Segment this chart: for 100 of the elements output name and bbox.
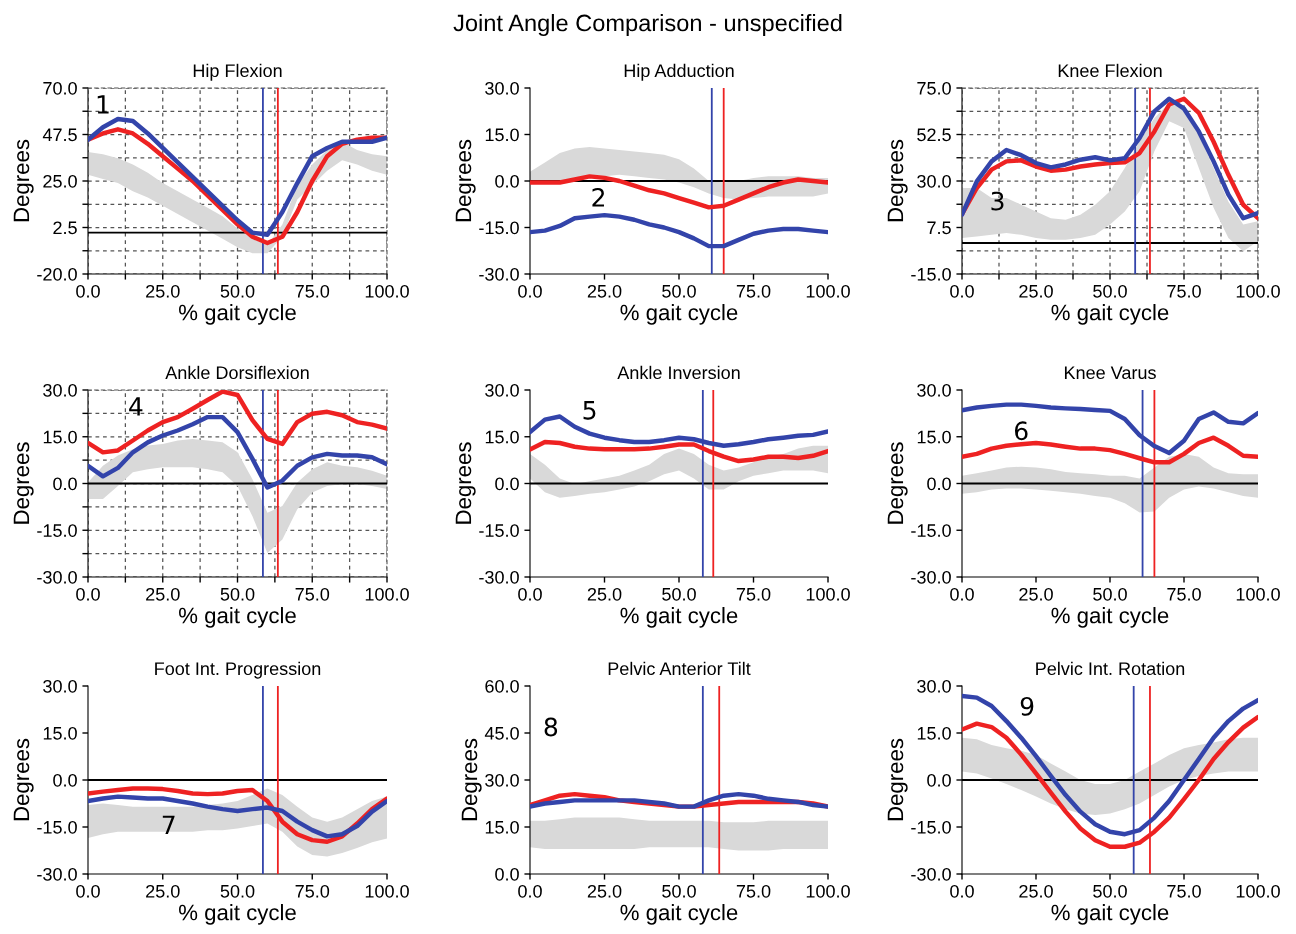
y-tick-label: 70.0 xyxy=(43,81,77,95)
x-axis-title: % gait cycle xyxy=(620,304,738,325)
x-tick-label: 25.0 xyxy=(146,884,180,898)
x-tick-label: 25.0 xyxy=(146,284,180,298)
x-tick-label: 75.0 xyxy=(736,587,771,601)
y-tick-label: -30.0 xyxy=(911,570,951,584)
annotation: 9 xyxy=(1020,696,1034,716)
x-tick-label: 25.0 xyxy=(587,587,622,601)
x-tick-label: 50.0 xyxy=(662,884,696,898)
y-tick-label: 75.0 xyxy=(917,81,951,95)
x-tick-label: 100.0 xyxy=(806,884,850,898)
x-tick-label: 0.0 xyxy=(518,284,542,298)
y-tick-label: -15.0 xyxy=(911,820,951,834)
y-tick-label: 7.5 xyxy=(927,221,951,235)
x-axis-title: % gait cycle xyxy=(1051,304,1169,325)
x-tick-label: 0.0 xyxy=(950,587,974,601)
x-tick-label: 75.0 xyxy=(295,884,330,898)
y-tick-label: 15.0 xyxy=(485,128,519,142)
annotation: 8 xyxy=(544,717,558,737)
x-axis-title: % gait cycle xyxy=(179,607,296,628)
annotation: 7 xyxy=(162,815,175,834)
y-axis-title: Degrees xyxy=(13,442,34,524)
y-tick-label: -30.0 xyxy=(479,570,519,584)
y-tick-label: 30.0 xyxy=(917,174,951,188)
annotation: 2 xyxy=(592,187,604,207)
x-tick-label: 50.0 xyxy=(662,587,696,601)
y-tick-label: 15.0 xyxy=(917,726,951,740)
x-tick-label: 0.0 xyxy=(950,284,974,298)
y-axis-title: Degrees xyxy=(455,139,476,222)
x-axis-title: % gait cycle xyxy=(620,607,738,628)
x-tick-label: 100.0 xyxy=(365,884,409,898)
y-tick-label: -30.0 xyxy=(911,867,951,881)
x-tick-label: 25.0 xyxy=(587,884,622,898)
x-tick-label: 0.0 xyxy=(76,884,100,898)
x-tick-label: 75.0 xyxy=(1167,587,1201,601)
text: Joint Angle Comparison - unspecified xyxy=(453,14,842,37)
x-tick-label: 50.0 xyxy=(1093,587,1127,601)
annotation: 5 xyxy=(583,401,596,420)
y-tick-label: -30.0 xyxy=(37,867,77,881)
y-axis-title: Degrees xyxy=(887,442,908,524)
y-tick-label: -15.0 xyxy=(911,267,951,281)
x-tick-label: 0.0 xyxy=(950,884,974,898)
x-tick-label: 75.0 xyxy=(295,587,330,601)
x-axis-title: % gait cycle xyxy=(1051,904,1169,925)
y-tick-label: -15.0 xyxy=(479,221,519,235)
x-tick-label: 100.0 xyxy=(365,284,409,298)
x-tick-label: 0.0 xyxy=(518,587,542,601)
y-axis-title: Degrees xyxy=(887,738,908,821)
chart-title: Knee Varus xyxy=(1064,366,1156,380)
y-tick-label: 60.0 xyxy=(485,679,519,693)
annotation: 6 xyxy=(1014,421,1028,441)
chart-title: Knee Flexion xyxy=(1058,63,1162,78)
x-tick-label: 50.0 xyxy=(662,284,696,298)
y-tick-label: 30.0 xyxy=(43,679,77,693)
y-tick-label: 0.0 xyxy=(53,477,77,491)
y-tick-label: -15.0 xyxy=(911,524,951,537)
x-tick-label: 100.0 xyxy=(806,587,850,601)
x-tick-label: 100.0 xyxy=(1236,284,1280,298)
y-tick-label: -15.0 xyxy=(479,524,519,537)
x-tick-label: 100.0 xyxy=(806,284,850,298)
y-tick-label: 47.5 xyxy=(42,128,77,142)
y-tick-label: 30.0 xyxy=(917,383,951,397)
x-tick-label: 50.0 xyxy=(220,884,255,898)
x-tick-label: 75.0 xyxy=(736,884,771,898)
y-tick-label: 30.0 xyxy=(485,773,519,787)
y-tick-label: 0.0 xyxy=(495,174,519,188)
chart-title: Ankle Dorsiflexion xyxy=(165,365,309,380)
y-tick-label: 15.0 xyxy=(43,430,77,444)
y-tick-label: -30.0 xyxy=(479,267,519,281)
y-tick-label: 0.0 xyxy=(495,867,519,881)
x-tick-label: 25.0 xyxy=(1019,284,1053,298)
chart-title: Pelvic Anterior Tilt xyxy=(608,661,751,676)
y-tick-label: 30.0 xyxy=(485,81,519,95)
y-tick-label: 0.0 xyxy=(927,477,951,491)
x-tick-label: 25.0 xyxy=(587,284,622,298)
x-tick-label: 75.0 xyxy=(736,284,771,298)
x-axis-title: % gait cycle xyxy=(620,904,738,925)
x-tick-label: 50.0 xyxy=(220,587,255,601)
annotation: 1 xyxy=(97,95,109,114)
y-tick-label: 30.0 xyxy=(485,383,519,397)
x-tick-label: 100.0 xyxy=(365,587,409,601)
y-tick-label: 45.0 xyxy=(484,726,519,740)
x-axis-title: % gait cycle xyxy=(1051,607,1169,628)
x-tick-label: 25.0 xyxy=(146,587,180,601)
y-tick-label: 15.0 xyxy=(485,430,519,444)
x-tick-label: 0.0 xyxy=(518,884,542,898)
annotation: 4 xyxy=(129,397,143,416)
y-tick-label: -15.0 xyxy=(37,820,77,834)
x-tick-label: 75.0 xyxy=(1167,284,1201,298)
x-tick-label: 100.0 xyxy=(1236,587,1280,601)
chart-title: Foot Int. Progression xyxy=(155,661,321,679)
chart-title: Pelvic Int. Rotation xyxy=(1036,661,1185,676)
chart-title: Ankle Inversion xyxy=(617,365,740,380)
y-tick-label: 2.5 xyxy=(53,221,77,235)
y-axis-title: Degrees xyxy=(461,738,482,821)
x-tick-label: 75.0 xyxy=(295,284,330,298)
x-axis-title: % gait cycle xyxy=(179,904,296,925)
chart-title: Hip Flexion xyxy=(193,63,282,81)
y-tick-label: -20.0 xyxy=(37,267,77,281)
y-axis-title: Degrees xyxy=(13,139,34,222)
